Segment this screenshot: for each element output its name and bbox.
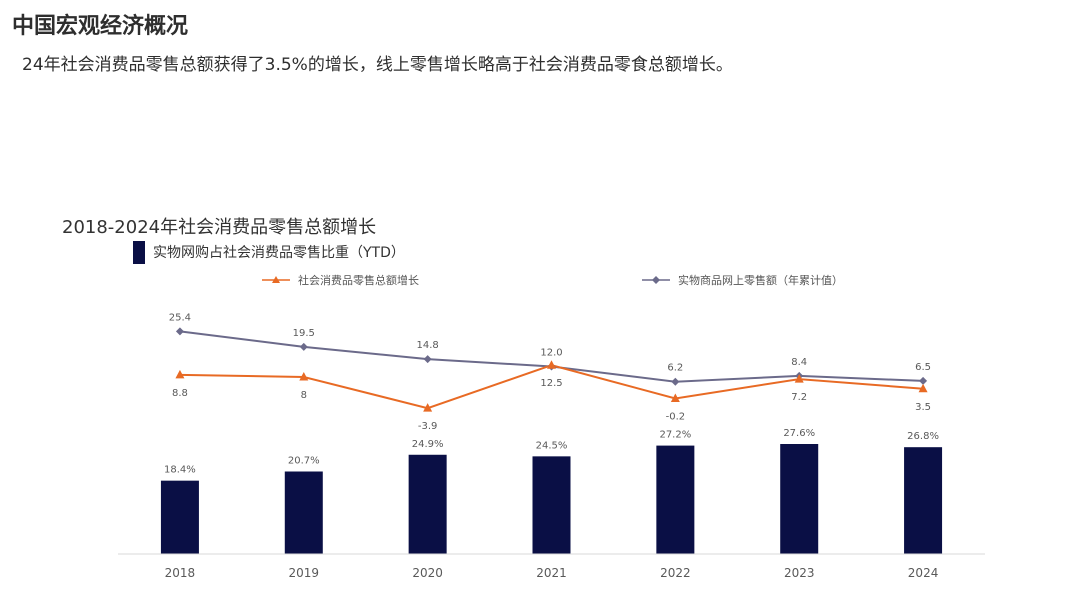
bar-label-2018: 18.4% [164, 465, 196, 476]
x-tick-2023: 2023 [784, 566, 815, 580]
retail-marker-2024 [918, 383, 928, 393]
bar-label-2024: 26.8% [907, 431, 939, 442]
chart-title: 2018-2024年社会消费品零售总额增长 [62, 217, 377, 238]
online-marker-2024 [919, 376, 928, 385]
legend-online-label: 实物商品网上零售额（年累计值） [678, 274, 843, 287]
legend-retail-series: 社会消费品零售总额增长 [262, 272, 419, 288]
bar-2020 [408, 454, 447, 554]
online-label-2023: 8.4 [791, 357, 807, 368]
bar-label-2020: 24.9% [412, 439, 444, 450]
legend-bar-swatch [133, 240, 145, 264]
page-title: 中国宏观经济概况 [12, 14, 189, 39]
online-label-2024: 6.5 [915, 362, 931, 373]
x-tick-2021: 2021 [536, 566, 567, 580]
legend-retail-marker [262, 276, 290, 283]
online-marker-2019 [299, 342, 308, 351]
retail-marker-2023 [794, 374, 804, 383]
retail-label-2018: 8.8 [172, 388, 188, 399]
retail-label-2021: 12.5 [540, 378, 562, 389]
online-label-2021: 12.0 [540, 348, 562, 359]
x-tick-2019: 2019 [289, 566, 320, 580]
x-tick-2018: 2018 [165, 566, 196, 580]
legend-bar-label: 实物网购占社会消费品零售比重（YTD） [153, 245, 405, 261]
retail-marker-2021 [547, 360, 556, 369]
legend-online-marker [642, 276, 670, 284]
legend-online-series: 实物商品网上零售额（年累计值） [642, 272, 843, 288]
online-label-2020: 14.8 [417, 340, 439, 351]
retail-marker-2020 [423, 403, 433, 412]
retail-marker-2019 [299, 371, 309, 381]
page-subtitle: 24年社会消费品零售总额获得了3.5%的增长，线上零售增长略高于社会消费品零食总… [22, 55, 733, 75]
retail-label-2024: 3.5 [915, 402, 931, 413]
online-marker-2022 [671, 377, 680, 386]
retail-label-2023: 7.2 [791, 392, 807, 403]
bar-2023 [780, 444, 819, 554]
x-tick-2024: 2024 [908, 566, 939, 580]
online-marker-2018 [175, 327, 184, 336]
online-label-2019: 19.5 [293, 328, 315, 339]
bar-label-2023: 27.6% [783, 428, 815, 439]
bar-2022 [656, 445, 695, 554]
bar-label-2019: 20.7% [288, 456, 320, 467]
bar-2019 [284, 471, 323, 554]
x-tick-2022: 2022 [660, 566, 691, 580]
retail-marker-2018 [175, 369, 185, 379]
bar-2018 [160, 480, 199, 554]
legend-bar-series: 实物网购占社会消费品零售比重（YTD） [133, 240, 405, 264]
bar-2021 [532, 456, 571, 554]
retail-marker-2022 [670, 393, 680, 402]
retail-label-2020: -3.9 [418, 421, 438, 432]
bar-2024 [904, 447, 943, 554]
bar-label-2022: 27.2% [659, 430, 691, 441]
online-label-2022: 6.2 [667, 363, 683, 374]
bar-label-2021: 24.5% [536, 440, 568, 451]
online-marker-2020 [423, 355, 432, 364]
retail-label-2022: -0.2 [666, 411, 686, 422]
x-tick-2020: 2020 [412, 566, 443, 580]
legend-retail-label: 社会消费品零售总额增长 [298, 274, 419, 287]
online-label-2018: 25.4 [169, 312, 191, 323]
retail-label-2019: 8 [301, 390, 307, 401]
